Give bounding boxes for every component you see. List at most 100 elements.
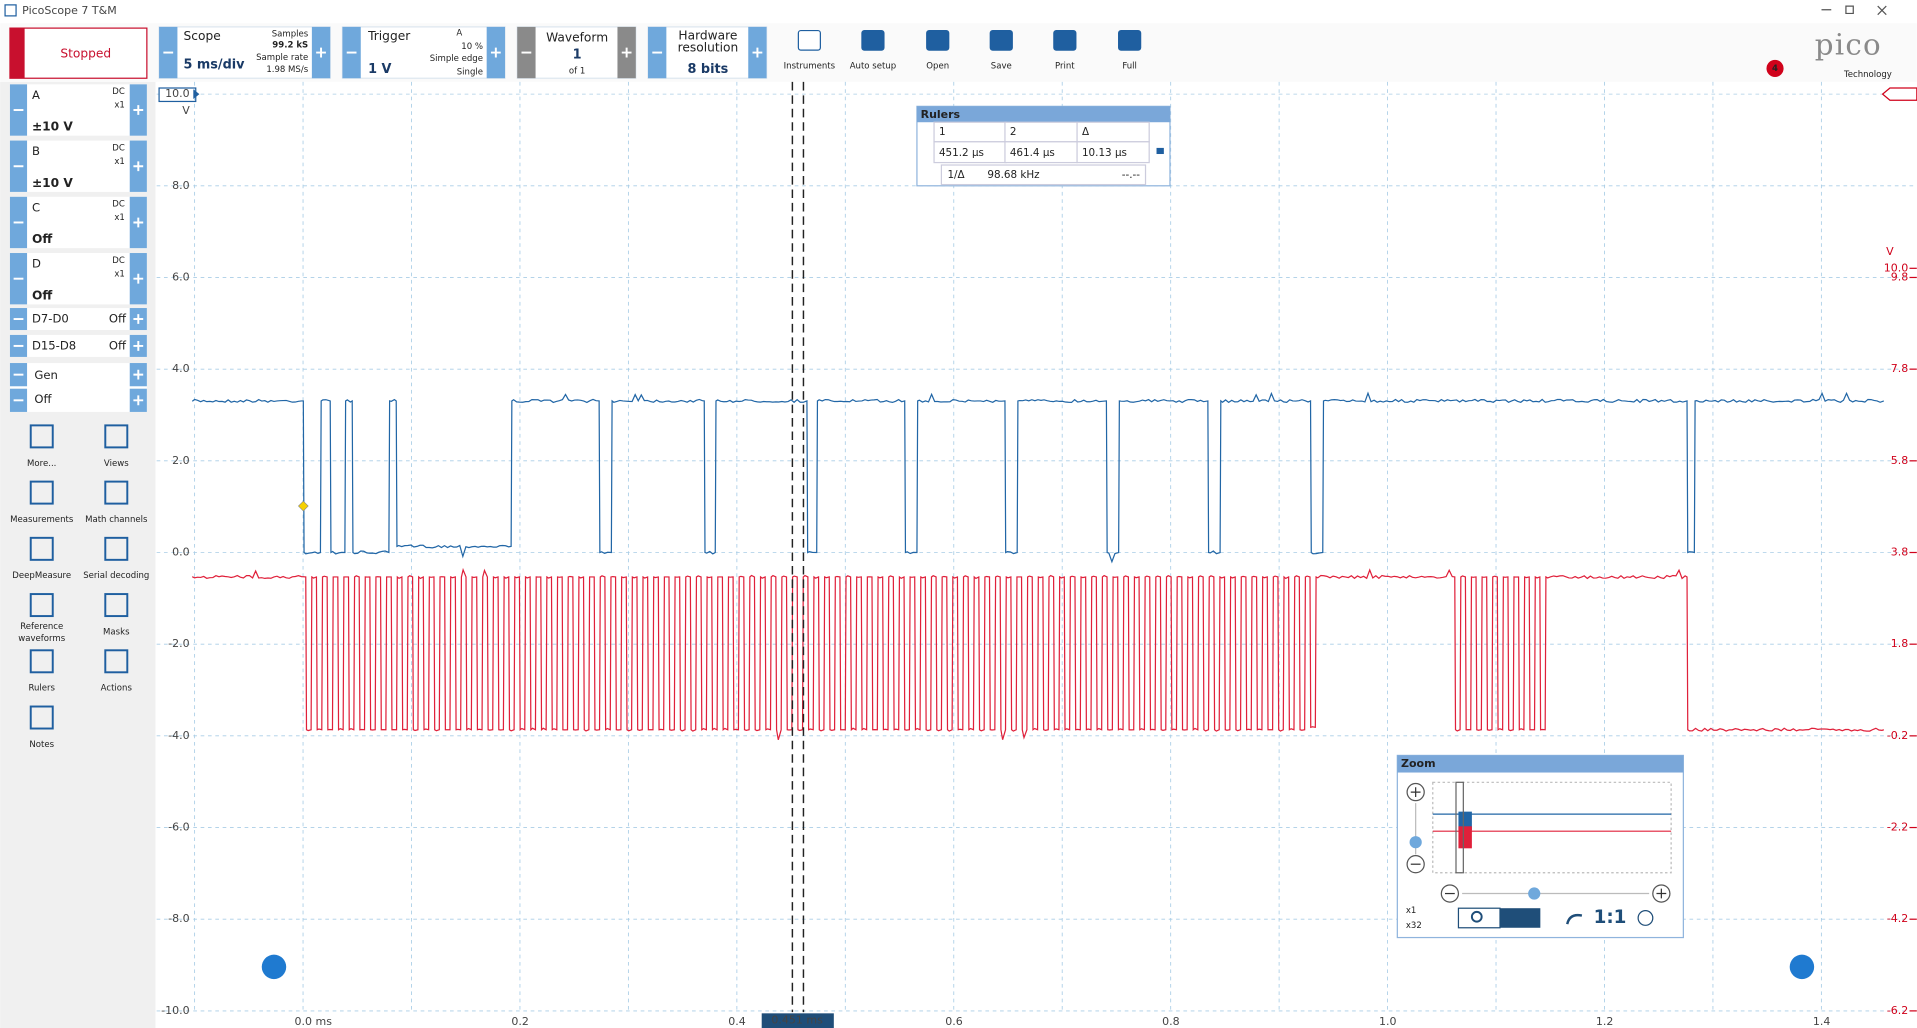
toolbar-button-label: Open [926, 62, 949, 72]
toolbar-icon[interactable] [1118, 29, 1142, 51]
zoom-tool[interactable] [1457, 907, 1501, 929]
zoom-button-icon [1410, 787, 1421, 797]
y2-tick-label: -4.2 [1887, 912, 1908, 925]
cursor-label-box [761, 1013, 834, 1028]
pan-tool[interactable] [1500, 908, 1541, 928]
tool-icon[interactable] [29, 536, 54, 561]
channel-box[interactable] [9, 140, 147, 192]
y2-tick-label: 7.8 [1891, 362, 1909, 375]
toolbar-text: Hardware resolution [678, 28, 739, 54]
y-tick-label: -6.0 [168, 821, 189, 834]
digital-name: D7-D0 [32, 312, 69, 326]
overview-window[interactable] [1455, 781, 1464, 874]
channel-probe: x1 [114, 213, 125, 223]
run-status: Stopped [60, 46, 111, 60]
channel-range: Off [32, 232, 52, 246]
tool-label: More... [27, 459, 56, 469]
zoom-slider-thumb[interactable] [1409, 836, 1422, 849]
channel-box[interactable] [9, 84, 147, 136]
toolbar-icon[interactable] [861, 29, 885, 51]
tool-label: Measurements [10, 515, 74, 525]
run-stop-button[interactable] [9, 27, 148, 79]
tool-label: Views [104, 459, 129, 469]
magnifier-icon [1470, 910, 1483, 923]
toolbar-text: Single [457, 68, 483, 78]
table-cell [940, 164, 1147, 186]
tool-label: Rulers [28, 684, 55, 694]
window-buttons[interactable] [1821, 5, 1887, 16]
zoom-factor: x1 [1406, 906, 1417, 916]
toolbar-text: Samples [272, 30, 309, 40]
lock-icon [1156, 147, 1164, 155]
y-tick-label: -4.0 [168, 729, 189, 742]
toolbar-icon[interactable] [1053, 29, 1077, 51]
table-value: 98.68 kHz [987, 169, 1039, 181]
tool-label: Actions [101, 684, 133, 694]
digital-box[interactable] [9, 334, 147, 357]
generator-state: Off [34, 392, 52, 406]
window-title: PicoScope 7 T&M [22, 4, 117, 17]
y2-tick-label: -2.2 [1887, 821, 1908, 834]
info-icon[interactable] [1637, 910, 1654, 926]
toolbar-button-label: Instruments [784, 62, 836, 72]
toolbar-text: Trigger [367, 29, 411, 43]
tool-label: Math channels [85, 515, 148, 525]
y-tick-label: -8.0 [168, 912, 189, 925]
overview-burst [1458, 811, 1472, 830]
y2-tick-label: 5.8 [1891, 454, 1909, 467]
channel-probe: x1 [114, 157, 125, 167]
generator-name: Gen [34, 368, 58, 382]
channel-box[interactable] [9, 253, 147, 305]
tool-icon[interactable] [104, 480, 129, 505]
toolbar-text: 8 bits [688, 62, 729, 77]
scroll-button[interactable] [1789, 954, 1815, 980]
table-value: --.-- [1122, 169, 1141, 181]
y-tick-label: 8.0 [172, 179, 190, 192]
x-tick-label: 0.2 [511, 1015, 529, 1028]
toolbar-text: Waveform [546, 30, 608, 44]
y-tick-label: 10.0 [165, 87, 190, 100]
toolbar-icon[interactable] [797, 29, 821, 51]
tool-icon[interactable] [29, 649, 54, 674]
channel-name: D [32, 257, 41, 271]
tool-icon[interactable] [104, 649, 129, 674]
tool-label: Serial decoding [83, 571, 149, 581]
y2-tick-label: 3.8 [1891, 546, 1909, 559]
scroll-button[interactable] [261, 954, 287, 980]
toolbar-text: 10 % [461, 42, 483, 52]
title-bar [0, 0, 1917, 24]
tool-icon[interactable] [104, 593, 129, 618]
tool-icon[interactable] [29, 593, 54, 618]
zoom-factor: x32 [1406, 921, 1422, 931]
channel-coupling: DC [112, 256, 125, 266]
undo-icon [1566, 913, 1583, 925]
tool-label: Reference waveforms [18, 621, 65, 643]
channel-coupling: DC [112, 143, 125, 153]
axis-marker [193, 89, 200, 100]
tool-icon[interactable] [104, 424, 129, 449]
toolbar-text: 5 ms/div [184, 57, 246, 72]
y-tick-label: 4.0 [172, 362, 190, 375]
tool-icon[interactable] [29, 705, 54, 730]
toolbar-icon[interactable] [989, 29, 1013, 51]
zoom-button-icon [1656, 888, 1667, 899]
digital-state: Off [109, 312, 127, 326]
tool-icon[interactable] [104, 536, 129, 561]
y2-tick-label: -6.2 [1887, 1004, 1908, 1017]
tool-icon[interactable] [29, 424, 54, 449]
generator-box[interactable] [9, 363, 147, 412]
toolbar-group [341, 26, 506, 79]
x-tick-label: 1.4 [1813, 1015, 1831, 1028]
overview-burst [1458, 826, 1472, 849]
button-icon [133, 395, 144, 406]
zoom-reset: 1:1 [1594, 907, 1627, 928]
toolbar-text: Sample rate [256, 53, 308, 63]
digital-box[interactable] [9, 308, 147, 331]
button-icon [133, 273, 144, 284]
zoom-slider-thumb[interactable] [1528, 887, 1541, 900]
channel-box[interactable] [9, 196, 147, 249]
tool-icon[interactable] [29, 480, 54, 505]
toolbar-icon[interactable] [926, 29, 950, 51]
window-controls [4, 4, 1887, 17]
